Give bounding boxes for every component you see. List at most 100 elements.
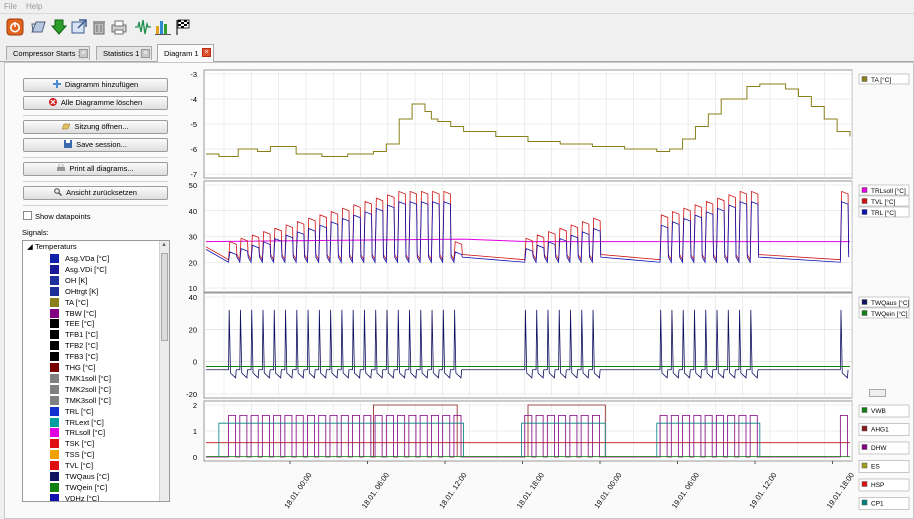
signal-color-swatch bbox=[50, 428, 59, 438]
legend-item[interactable] bbox=[858, 73, 910, 85]
signal-color-swatch bbox=[50, 450, 59, 460]
legend-item[interactable] bbox=[858, 195, 910, 207]
legend-item[interactable] bbox=[858, 423, 910, 436]
open-session-button[interactable]: Sitzung öffnen... bbox=[23, 120, 168, 134]
menu-file[interactable]: File bbox=[4, 2, 17, 11]
signal-color-swatch bbox=[50, 461, 59, 471]
y-tick-label: 2 bbox=[193, 401, 197, 410]
tree-scrollbar[interactable]: ▲ bbox=[159, 241, 169, 501]
signal-label: VDHz [°C] bbox=[65, 493, 100, 502]
print-icon bbox=[57, 164, 66, 171]
save-icon bbox=[64, 140, 73, 148]
delete-all-diagrams-button[interactable]: Alle Diagramme löschen bbox=[23, 96, 168, 110]
signal-label: TRLext [°C] bbox=[65, 417, 104, 427]
signal-label: TVL [°C] bbox=[65, 461, 94, 471]
series-line-ta bbox=[206, 83, 851, 157]
legend-scrollbar[interactable] bbox=[869, 389, 886, 397]
legend-item[interactable] bbox=[858, 296, 910, 308]
save-session-button[interactable]: Save session... bbox=[23, 138, 168, 152]
delete-icon[interactable] bbox=[90, 18, 108, 36]
reset-view-button[interactable]: Ansicht zurücksetzen bbox=[23, 186, 168, 200]
divider bbox=[23, 157, 168, 158]
checkbox-box[interactable] bbox=[23, 211, 32, 220]
tab-bar: Compressor Starts 1 × Statistics 1 × Dia… bbox=[0, 44, 914, 62]
expand-arrow-icon[interactable]: ◢ bbox=[27, 242, 33, 251]
signal-color-swatch bbox=[50, 330, 59, 340]
legend-item[interactable] bbox=[858, 478, 910, 492]
legend-label: DHW bbox=[871, 445, 887, 452]
signal-color-swatch bbox=[50, 395, 59, 405]
tab-label: Statistics 1 bbox=[103, 49, 140, 58]
tab-diagram[interactable]: Diagram 1 × bbox=[157, 44, 214, 62]
series-line-trl bbox=[205, 201, 850, 264]
series-line-dhw bbox=[206, 415, 848, 458]
y-tick-label: 20 bbox=[189, 325, 197, 334]
scroll-up-icon[interactable]: ▲ bbox=[161, 242, 167, 248]
signal-label: TBW [°C] bbox=[65, 308, 97, 318]
legend-label: CP1 bbox=[871, 501, 884, 508]
signal-color-swatch bbox=[50, 373, 59, 383]
legend-swatch bbox=[861, 462, 868, 469]
close-icon[interactable]: × bbox=[141, 49, 150, 58]
tab-compressor-starts[interactable]: Compressor Starts 1 × bbox=[6, 46, 90, 60]
plus-icon bbox=[52, 80, 61, 88]
download-icon[interactable] bbox=[50, 18, 68, 36]
legend-item[interactable] bbox=[858, 307, 910, 319]
bar-chart-icon[interactable] bbox=[154, 18, 172, 36]
y-tick-label: 20 bbox=[189, 258, 197, 267]
legend-swatch bbox=[861, 209, 868, 215]
series-line-cp1 bbox=[218, 422, 761, 457]
delete-icon bbox=[48, 98, 57, 106]
close-icon[interactable]: × bbox=[202, 48, 211, 57]
legend-item[interactable] bbox=[858, 206, 910, 218]
x-tick-label: 18.01. 12:00 bbox=[437, 471, 468, 510]
power-icon[interactable] bbox=[6, 18, 24, 36]
legend-item[interactable] bbox=[858, 184, 910, 196]
legend-item[interactable] bbox=[858, 497, 910, 510]
y-tick-label: 50 bbox=[189, 181, 197, 190]
signal-label: TMK1soll [°C] bbox=[65, 373, 111, 383]
legend-item[interactable] bbox=[858, 441, 910, 455]
tab-statistics[interactable]: Statistics 1 × bbox=[96, 46, 152, 60]
print-all-diagrams-button[interactable]: Print all diagrams... bbox=[23, 162, 168, 176]
y-tick-label: 30 bbox=[189, 233, 197, 242]
y-tick-label: 10 bbox=[189, 284, 197, 293]
signal-color-swatch bbox=[50, 319, 59, 329]
signals-tree: ◢ Temperaturs Asg.VDa [°C] Asg.VDi [°C] OH … bbox=[22, 240, 170, 502]
legend-swatch bbox=[861, 407, 868, 413]
y-tick-label: 1 bbox=[193, 427, 197, 436]
signal-label: TWQein [°C] bbox=[65, 482, 108, 492]
legend-item[interactable] bbox=[858, 404, 910, 418]
finish-flag-icon[interactable] bbox=[174, 18, 192, 36]
import-icon[interactable] bbox=[70, 18, 88, 36]
legend-swatch bbox=[861, 499, 868, 506]
signal-color-swatch bbox=[50, 472, 59, 481]
open-folder-icon bbox=[62, 123, 71, 130]
add-diagram-button[interactable]: Diagramm hinzufügen bbox=[23, 78, 168, 92]
y-tick-label: -7 bbox=[190, 170, 197, 179]
menu-help[interactable]: Help bbox=[26, 2, 43, 11]
print-icon[interactable] bbox=[110, 18, 128, 36]
plot-area[interactable] bbox=[203, 292, 853, 399]
signal-label: THG [°C] bbox=[65, 363, 96, 372]
tree-root-temperatures[interactable]: ◢ Temperaturs bbox=[27, 242, 77, 251]
waveform-icon[interactable] bbox=[134, 18, 152, 36]
open-icon[interactable] bbox=[30, 18, 48, 36]
legend-item[interactable] bbox=[858, 460, 910, 473]
signal-color-swatch bbox=[50, 352, 59, 362]
legend-label: TRL [°C] bbox=[871, 209, 896, 217]
show-datapoints-checkbox[interactable]: Show datapoints bbox=[23, 211, 90, 221]
x-tick-label: 18.01. 00:00 bbox=[282, 471, 313, 510]
x-tick-label: 19.01. 00:00 bbox=[592, 471, 623, 510]
close-icon[interactable]: × bbox=[79, 49, 88, 58]
series-line-twqaus bbox=[206, 309, 849, 379]
y-tick-label: 0 bbox=[193, 358, 197, 367]
legend-label: AHG1 bbox=[871, 427, 889, 434]
signal-color-swatch bbox=[50, 417, 59, 427]
signal-color-swatch bbox=[50, 275, 59, 285]
x-tick-label: 19.01. 06:00 bbox=[670, 471, 701, 510]
legend-label: TWQein [°C] bbox=[871, 310, 908, 318]
legend-swatch bbox=[861, 310, 868, 316]
scroll-thumb[interactable] bbox=[161, 253, 168, 341]
